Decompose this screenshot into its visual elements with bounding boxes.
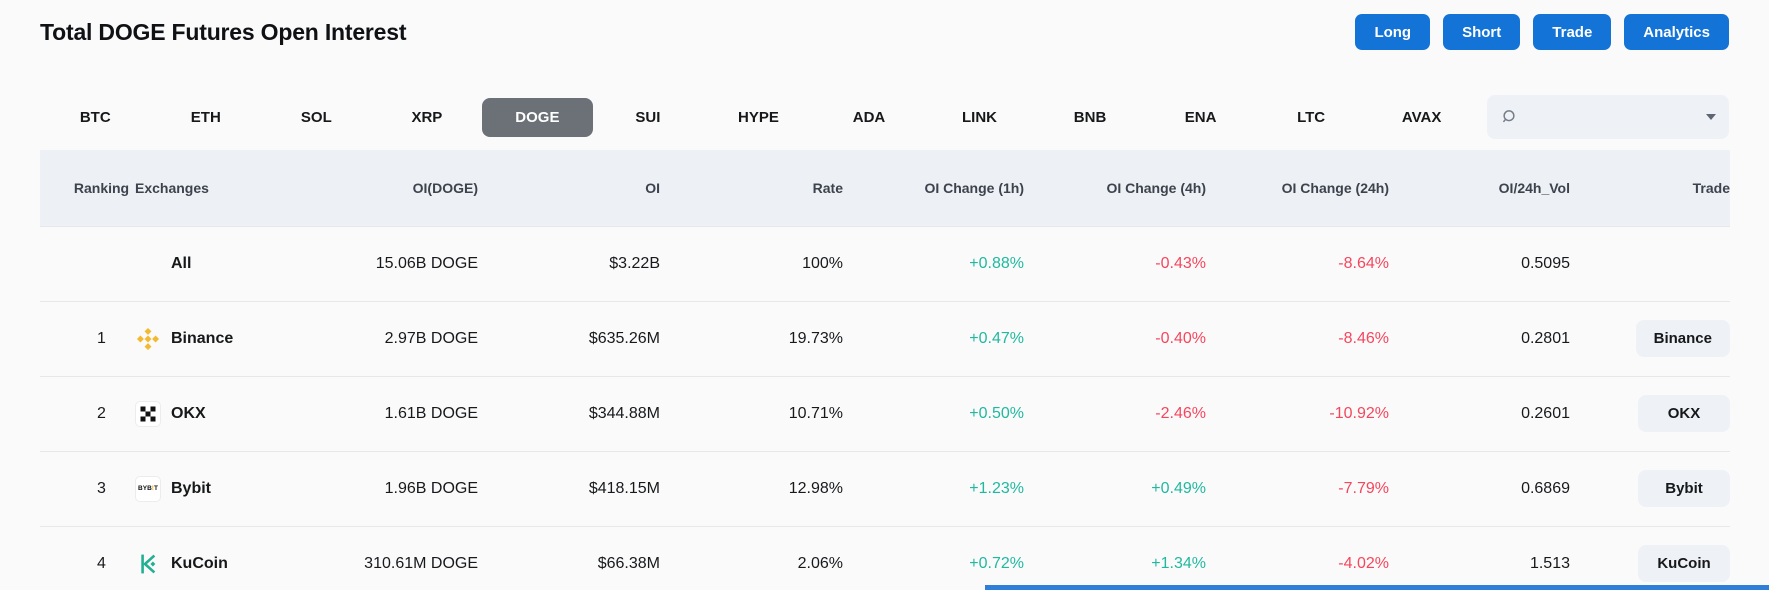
tab-eth[interactable]: ETH (190, 108, 221, 126)
oi-change-24h-cell: -4.02% (1338, 554, 1389, 572)
trade-cell-empty (1570, 226, 1730, 301)
tab-avax[interactable]: AVAX (1401, 108, 1442, 126)
rank-cell: 1 (97, 329, 106, 347)
exchange-name-bybit[interactable]: Bybit (171, 479, 211, 497)
table-row-okx[interactable]: 2 OKX 1.61B DOGE $344.8 (40, 376, 1730, 451)
oi-change-4h-cell: -2.46% (1155, 404, 1206, 422)
rank-cell: 2 (97, 404, 106, 422)
oi-doge-cell: 1.61B DOGE (384, 404, 478, 422)
coin-tabs: BTC ETH SOL XRP DOGE SUI HYPE ADA LINK B… (40, 97, 1477, 137)
table-row-bybit[interactable]: 3 BYB!T Bybit 1.96B DOGE $418.15M 12.98%… (40, 451, 1730, 526)
trade-bybit-button[interactable]: Bybit (1638, 470, 1730, 507)
exchange-name-all: All (171, 254, 192, 272)
coin-search-box[interactable] (1487, 95, 1729, 139)
trade-button[interactable]: Trade (1533, 14, 1612, 50)
tab-ltc[interactable]: LTC (1297, 108, 1326, 126)
rate-cell: 100% (802, 254, 843, 272)
clipped-bottom-element (985, 585, 1769, 590)
exchange-name-binance[interactable]: Binance (171, 329, 234, 347)
header-rate: Rate (812, 179, 843, 196)
search-icon (1500, 104, 1518, 130)
oi-24h-vol-cell: 0.2601 (1521, 404, 1570, 422)
rate-cell: 10.71% (788, 404, 843, 422)
tab-sol[interactable]: SOL (300, 108, 332, 126)
oi-change-4h-cell: +1.34% (1151, 554, 1206, 572)
bybit-icon: BYB!T (135, 475, 161, 502)
oi-change-1h-cell: +0.50% (969, 404, 1024, 422)
oi-change-24h-cell: -8.46% (1338, 329, 1389, 347)
rate-cell: 19.73% (788, 329, 843, 347)
oi-change-24h-cell: -8.64% (1338, 254, 1389, 272)
oi-doge-cell: 1.96B DOGE (384, 479, 478, 497)
oi-change-24h-cell: -7.79% (1338, 479, 1389, 497)
header-oi-change-24h: OI Change (24h) (1281, 179, 1389, 196)
tab-btc[interactable]: BTC (79, 108, 111, 126)
coin-search-input[interactable] (1526, 108, 1706, 126)
table-row-all[interactable]: All 15.06B DOGE $3.22B 100% +0.88% -0.43… (40, 226, 1730, 301)
tab-xrp[interactable]: XRP (411, 108, 443, 126)
open-interest-table: Ranking Exchanges OI(DOGE) OI Rate OI Ch… (40, 150, 1730, 590)
oi-cell: $635.26M (588, 329, 660, 347)
rate-cell: 12.98% (788, 479, 843, 497)
oi-change-1h-cell: +1.23% (969, 479, 1024, 497)
top-bar: Total DOGE Futures Open Interest Long Sh… (0, 0, 1769, 50)
oi-change-1h-cell: +0.47% (969, 329, 1024, 347)
header-ranking: Ranking (73, 179, 130, 196)
table-row-binance[interactable]: 1 Binance 2.97B DOGE $6 (40, 301, 1730, 376)
page-title: Total DOGE Futures Open Interest (40, 18, 407, 45)
header-exchanges: Exchanges (135, 179, 209, 196)
oi-24h-vol-cell: 1.513 (1529, 554, 1570, 572)
okx-icon (135, 400, 161, 427)
header-oi-doge: OI(DOGE) (412, 179, 478, 196)
table-row-kucoin[interactable]: 4 KuCoin 310.61M DOGE (40, 526, 1730, 590)
analytics-button[interactable]: Analytics (1624, 14, 1729, 50)
oi-24h-vol-cell: 0.2801 (1521, 329, 1570, 347)
trade-okx-button[interactable]: OKX (1638, 395, 1730, 432)
tab-doge-selected[interactable]: DOGE (482, 97, 593, 137)
trade-binance-button[interactable]: Binance (1635, 320, 1730, 357)
oi-cell: $344.88M (588, 404, 660, 422)
header-oi-change-1h: OI Change (1h) (924, 179, 1024, 196)
tab-link[interactable]: LINK (962, 108, 998, 126)
rate-cell: 2.06% (797, 554, 843, 572)
exchange-name-okx[interactable]: OKX (171, 404, 206, 422)
oi-cell: $418.15M (588, 479, 660, 497)
oi-cell: $66.38M (597, 554, 660, 572)
oi-change-1h-cell: +0.72% (969, 554, 1024, 572)
oi-change-1h-cell: +0.88% (969, 254, 1024, 272)
long-button[interactable]: Long (1355, 14, 1431, 50)
tab-ena[interactable]: ENA (1184, 108, 1217, 126)
rank-cell (40, 226, 135, 301)
oi-doge-cell: 310.61M DOGE (364, 554, 478, 572)
rank-cell: 3 (97, 479, 106, 497)
oi-cell: $3.22B (609, 254, 660, 272)
tab-ada[interactable]: ADA (852, 108, 886, 126)
caret-down-icon[interactable] (1706, 114, 1716, 120)
oi-change-4h-cell: -0.43% (1155, 254, 1206, 272)
oi-24h-vol-cell: 0.5095 (1521, 254, 1570, 272)
tab-hype[interactable]: HYPE (738, 108, 779, 126)
oi-doge-cell: 2.97B DOGE (384, 329, 478, 347)
oi-change-4h-cell: +0.49% (1151, 479, 1206, 497)
rank-cell: 4 (97, 554, 106, 572)
oi-24h-vol-cell: 0.6869 (1521, 479, 1570, 497)
action-buttons: Long Short Trade Analytics (1355, 14, 1729, 50)
trade-kucoin-button[interactable]: KuCoin (1638, 545, 1730, 583)
coin-tab-bar: BTC ETH SOL XRP DOGE SUI HYPE ADA LINK B… (40, 95, 1729, 139)
header-oi: OI (645, 179, 660, 196)
oi-change-4h-cell: -0.40% (1155, 329, 1206, 347)
short-button[interactable]: Short (1443, 14, 1521, 50)
kucoin-icon (135, 551, 161, 577)
oi-change-24h-cell: -10.92% (1329, 404, 1389, 422)
header-oi-24h-vol: OI/24h_Vol (1498, 179, 1570, 196)
tab-sui[interactable]: SUI (635, 108, 661, 126)
exchange-name-kucoin[interactable]: KuCoin (171, 554, 228, 572)
table-header-row: Ranking Exchanges OI(DOGE) OI Rate OI Ch… (40, 150, 1730, 226)
oi-doge-cell: 15.06B DOGE (375, 254, 478, 272)
header-trade: Trade (1692, 179, 1730, 196)
header-oi-change-4h: OI Change (4h) (1106, 179, 1206, 196)
binance-icon (135, 326, 161, 352)
tab-bnb[interactable]: BNB (1073, 108, 1107, 126)
